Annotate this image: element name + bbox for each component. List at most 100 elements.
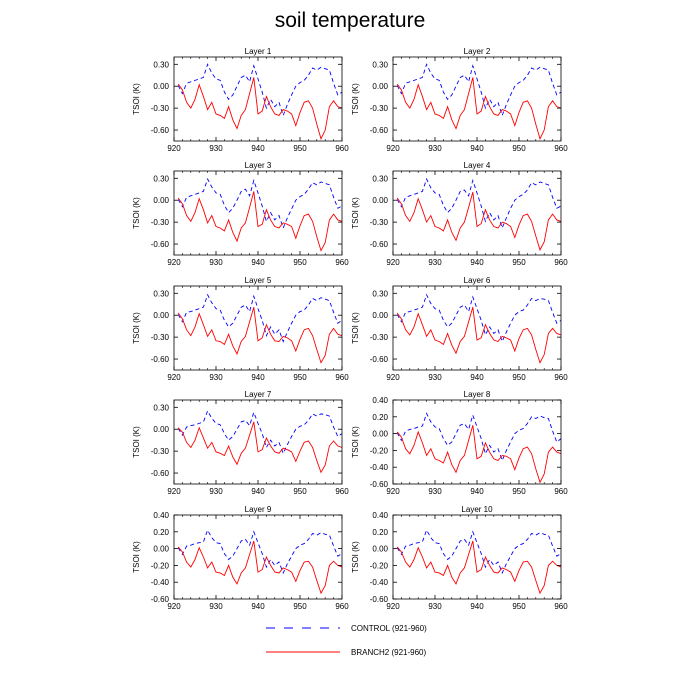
plot-frame — [392, 56, 562, 142]
y-tick-label: 0.30 — [153, 60, 169, 69]
chart-panel-1: Layer 1 920 930 940 950 960 0.30 0.00 -0.30 -0.60… — [132, 47, 349, 153]
chart-panel-10: Layer 10 920 930 940 950 960 0.40 0.20 0.00 -0.20… — [351, 505, 568, 611]
y-tick-label: -0.60 — [151, 240, 170, 249]
panel-title: Layer 3 — [245, 161, 272, 170]
chart-panel-5: Layer 5 920 930 940 950 960 0.30 0.00 -0.30 -0.60… — [132, 276, 349, 382]
x-tick-label: 920 — [167, 258, 181, 267]
y-tick-label: -0.30 — [151, 447, 170, 456]
x-tick-label: 920 — [386, 487, 400, 496]
y-tick-label: -0.60 — [151, 126, 170, 135]
x-tick-label: 940 — [251, 487, 265, 496]
y-tick-label: 0.30 — [153, 403, 169, 412]
x-tick-label: 960 — [554, 258, 568, 267]
x-tick-label: 940 — [470, 487, 484, 496]
legend-label-control: CONTROL (921-960) — [351, 624, 427, 633]
branch2-series-line — [396, 77, 561, 141]
plot-frame — [173, 285, 343, 371]
control-series-line — [396, 177, 561, 230]
panel-title: Layer 10 — [461, 505, 493, 514]
figure-title: soil temperature — [275, 9, 426, 32]
y-axis-label: TSOI (K) — [351, 197, 360, 229]
y-tick-label: -0.30 — [151, 333, 170, 342]
legend: CONTROL (921-960) BRANCH2 (921-960) — [266, 624, 427, 657]
y-tick-label: 0.00 — [153, 425, 169, 434]
y-tick-label: 0.30 — [372, 60, 388, 69]
control-series-line — [177, 177, 342, 230]
y-axis-label: TSOI (K) — [132, 541, 141, 573]
y-tick-label: -0.60 — [370, 240, 389, 249]
y-tick-label: 0.20 — [153, 528, 169, 537]
x-tick-label: 920 — [386, 258, 400, 267]
control-series-line — [396, 529, 561, 575]
y-tick-label: 0.00 — [372, 545, 388, 554]
plot-frame — [173, 399, 343, 485]
y-tick-label: 0.30 — [372, 289, 388, 298]
chart-panels: Layer 1 920 930 940 950 960 0.30 0.00 -0.30 -0.60… — [132, 47, 568, 611]
plot-frame — [392, 514, 562, 600]
y-tick-label: 0.00 — [372, 430, 388, 439]
panel-title: Layer 1 — [245, 47, 272, 56]
chart-panel-2: Layer 2 920 930 940 950 960 0.30 0.00 -0.30 -0.60… — [351, 47, 568, 153]
y-tick-label: -0.30 — [370, 104, 389, 113]
x-tick-label: 960 — [335, 602, 349, 611]
y-axis-label: TSOI (K) — [351, 312, 360, 344]
x-tick-label: 950 — [512, 373, 526, 382]
y-tick-label: 0.40 — [372, 511, 388, 520]
x-tick-label: 930 — [209, 258, 223, 267]
panel-title: Layer 7 — [245, 390, 272, 399]
y-tick-label: 0.00 — [153, 311, 169, 320]
x-tick-label: 920 — [386, 144, 400, 153]
y-tick-label: -0.60 — [151, 595, 170, 604]
x-tick-label: 940 — [251, 258, 265, 267]
x-tick-label: 930 — [428, 258, 442, 267]
control-series-line — [177, 529, 342, 575]
y-tick-label: -0.60 — [370, 126, 389, 135]
x-tick-label: 960 — [335, 258, 349, 267]
branch2-series-line — [177, 540, 342, 595]
x-tick-label: 950 — [512, 487, 526, 496]
x-tick-label: 920 — [167, 602, 181, 611]
x-tick-label: 930 — [209, 373, 223, 382]
x-tick-label: 940 — [251, 373, 265, 382]
y-tick-label: 0.30 — [153, 289, 169, 298]
x-tick-label: 960 — [554, 144, 568, 153]
x-tick-label: 930 — [428, 602, 442, 611]
y-tick-label: 0.00 — [153, 545, 169, 554]
y-tick-label: -0.40 — [370, 578, 389, 587]
y-axis-label: TSOI (K) — [351, 426, 360, 458]
y-tick-label: 0.30 — [372, 174, 388, 183]
chart-panel-4: Layer 4 920 930 940 950 960 0.30 0.00 -0.30 -0.60… — [351, 161, 568, 267]
y-tick-label: -0.20 — [151, 561, 170, 570]
control-series-line — [396, 412, 561, 462]
x-tick-label: 960 — [554, 602, 568, 611]
x-tick-label: 960 — [554, 373, 568, 382]
y-axis-label: TSOI (K) — [132, 197, 141, 229]
x-tick-label: 950 — [512, 602, 526, 611]
control-series-line — [177, 63, 342, 117]
x-tick-label: 940 — [251, 602, 265, 611]
panel-title: Layer 6 — [464, 276, 491, 285]
panel-title: Layer 8 — [464, 390, 491, 399]
panel-title: Layer 2 — [464, 47, 491, 56]
x-tick-label: 950 — [512, 144, 526, 153]
branch2-series-line — [177, 421, 342, 474]
x-tick-label: 940 — [470, 602, 484, 611]
legend-label-branch2: BRANCH2 (921-960) — [351, 648, 426, 657]
y-tick-label: -0.30 — [370, 333, 389, 342]
x-tick-label: 950 — [293, 373, 307, 382]
x-tick-label: 950 — [293, 258, 307, 267]
x-tick-label: 920 — [167, 487, 181, 496]
y-tick-label: -0.60 — [370, 355, 389, 364]
y-tick-label: 0.00 — [372, 311, 388, 320]
x-tick-label: 920 — [386, 602, 400, 611]
y-axis-label: TSOI (K) — [351, 83, 360, 115]
control-series-line — [396, 63, 561, 117]
y-tick-label: -0.30 — [151, 104, 170, 113]
chart-panel-6: Layer 6 920 930 940 950 960 0.30 0.00 -0.30 -0.60… — [351, 276, 568, 382]
x-tick-label: 940 — [470, 373, 484, 382]
y-tick-label: -0.60 — [151, 469, 170, 478]
y-tick-label: -0.60 — [370, 595, 389, 604]
x-tick-label: 940 — [251, 144, 265, 153]
chart-panel-7: Layer 7 920 930 940 950 960 0.30 0.00 -0.30 -0.60… — [132, 390, 349, 496]
y-tick-label: -0.60 — [151, 355, 170, 364]
